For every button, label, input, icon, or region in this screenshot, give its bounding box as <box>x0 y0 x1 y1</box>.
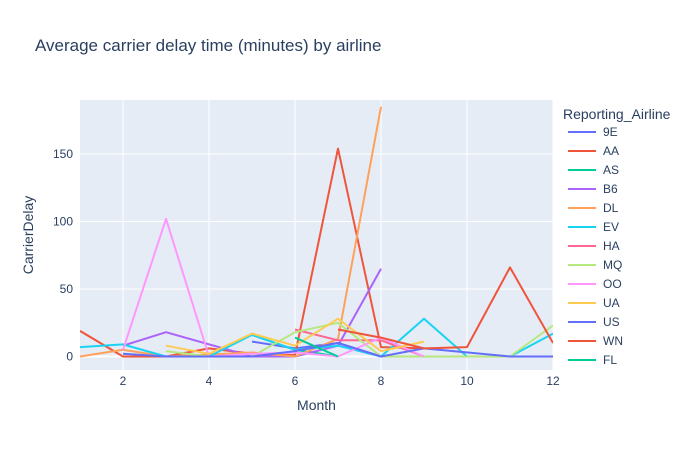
series-line-wn <box>337 266 553 350</box>
series-line-fl <box>294 336 339 358</box>
legend-label: EV <box>603 220 619 234</box>
legend-item-as[interactable]: AS <box>568 163 619 177</box>
legend-item-us[interactable]: US <box>568 315 620 329</box>
legend-label: WN <box>603 334 623 348</box>
x-tick-label: 4 <box>206 374 213 388</box>
plot-area <box>80 100 554 370</box>
y-tick-label: 50 <box>60 282 74 296</box>
plot-background <box>80 100 553 370</box>
y-tick-label: 0 <box>66 350 73 364</box>
y-axis-title: CarrierDelay <box>20 196 36 275</box>
legend-label: AS <box>603 163 619 177</box>
legend-label: MQ <box>603 258 622 272</box>
legend-item-b6[interactable]: B6 <box>568 182 618 196</box>
x-tick-label: 12 <box>546 374 560 388</box>
legend-item-ha[interactable]: HA <box>568 239 620 253</box>
legend-label: HA <box>603 239 620 253</box>
legend-item-ev[interactable]: EV <box>568 220 619 234</box>
x-tick-label: 6 <box>292 374 299 388</box>
legend-label: UA <box>603 296 620 310</box>
legend-label: AA <box>603 144 619 158</box>
legend: Reporting_Airline 9E AA AS B6 DL EV HA MQ OO UA US… <box>563 106 671 367</box>
legend-title: Reporting_Airline <box>563 106 671 122</box>
legend-item-aa[interactable]: AA <box>568 144 619 158</box>
series-lines <box>80 106 553 358</box>
legend-label: US <box>603 315 620 329</box>
legend-item-oo[interactable]: OO <box>568 277 622 291</box>
x-axis-title: Month <box>297 397 336 413</box>
chart-title: Average carrier delay time (minutes) by … <box>35 36 381 55</box>
y-tick-label: 150 <box>53 147 73 161</box>
legend-label: 9E <box>603 125 618 139</box>
x-tick-label: 8 <box>378 374 385 388</box>
legend-label: FL <box>603 353 617 367</box>
legend-label: OO <box>603 277 622 291</box>
x-tick-label: 10 <box>460 374 474 388</box>
legend-item-9e[interactable]: 9E <box>568 125 618 139</box>
y-tick-label: 100 <box>53 215 73 229</box>
legend-item-fl[interactable]: FL <box>568 353 617 367</box>
legend-item-dl[interactable]: DL <box>568 201 619 215</box>
x-axis-ticks: 2 4 6 8 10 12 <box>120 374 560 388</box>
series-line-b6 <box>122 268 382 358</box>
legend-item-ua[interactable]: UA <box>568 296 620 310</box>
x-tick-label: 2 <box>120 374 127 388</box>
legend-label: B6 <box>603 182 618 196</box>
series-line-ua <box>165 317 425 355</box>
legend-item-mq[interactable]: MQ <box>568 258 622 272</box>
legend-item-wn[interactable]: WN <box>568 334 623 348</box>
legend-label: DL <box>603 201 619 215</box>
y-axis-ticks: 0 50 100 150 <box>53 147 73 364</box>
